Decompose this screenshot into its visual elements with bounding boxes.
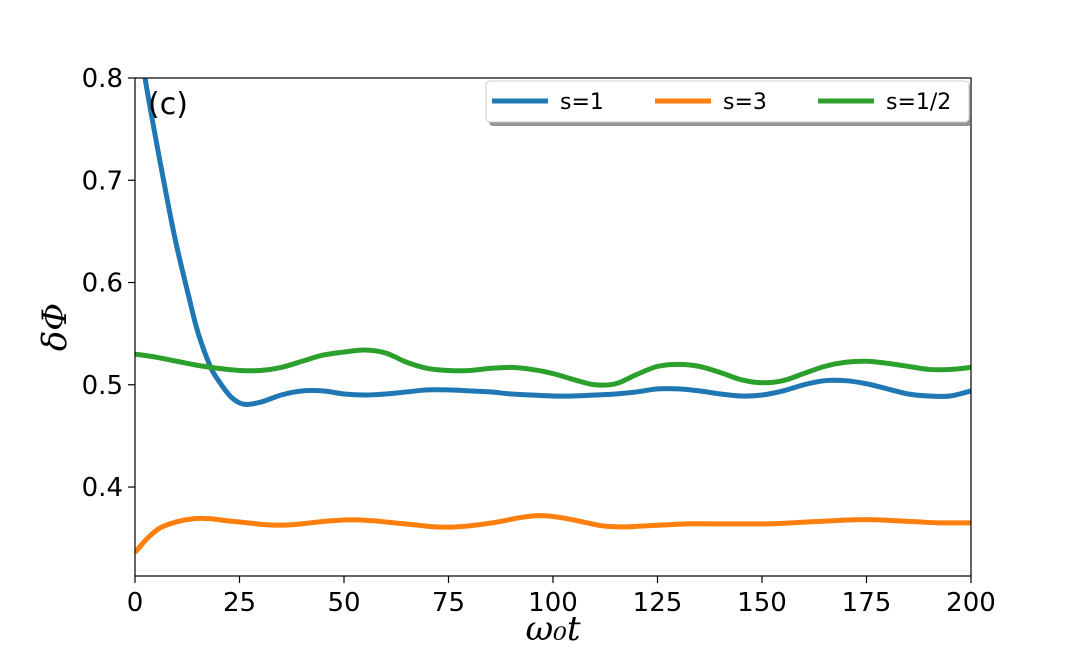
- y-tick-label: 0.8: [82, 64, 123, 94]
- y-tick-label: 0.5: [82, 371, 123, 401]
- legend-label-s3: s=3: [723, 90, 767, 115]
- series-line-s-3: [135, 513, 971, 555]
- panel-label: (c): [148, 87, 188, 122]
- x-tick-label: 200: [946, 588, 996, 618]
- x-tick-label: 50: [327, 588, 360, 618]
- series-line-s-1: [142, 78, 971, 407]
- y-axis-title: δΦ: [35, 303, 75, 351]
- x-tick-label: 0: [127, 588, 144, 618]
- y-tick-label: 0.6: [82, 269, 123, 299]
- x-tick-label: 75: [432, 588, 465, 618]
- plot-frame: [134, 77, 972, 577]
- x-tick-label: 25: [223, 588, 256, 618]
- x-tick-label: 150: [737, 588, 787, 618]
- x-axis-ticks: 0 25 50 75 100 125 150 175 200: [127, 576, 996, 618]
- legend-label-s1: s=1: [560, 90, 604, 115]
- x-axis-title: ω₀t: [525, 609, 580, 648]
- x-tick-label: 125: [633, 588, 683, 618]
- series-line-s-1-2: [135, 347, 971, 388]
- series-layer: [135, 78, 971, 555]
- legend-label-s-half: s=1/2: [886, 90, 951, 115]
- y-axis-ticks: 0.4 0.5 0.6 0.7 0.8: [82, 64, 135, 503]
- legend-box: [485, 80, 970, 123]
- legend: s=1 s=3 s=1/2: [485, 80, 972, 126]
- x-tick-label: 175: [842, 588, 892, 618]
- y-tick-label: 0.4: [82, 473, 123, 503]
- x-tick-label: 100: [528, 588, 578, 618]
- y-tick-label: 0.7: [82, 166, 123, 196]
